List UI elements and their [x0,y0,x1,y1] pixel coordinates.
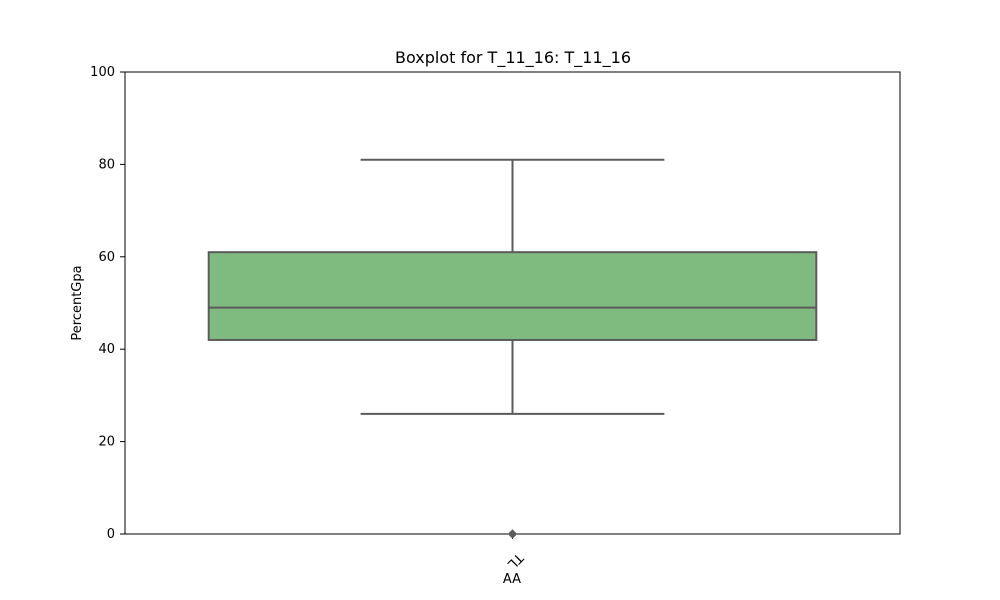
y-tick-label-5: 100 [90,65,115,80]
y-tick-label-0: 0 [107,527,115,542]
y-axis-label: PercentGpa [70,265,85,340]
x-tick-label-0: TL [504,549,527,572]
outlier-point-0-0 [507,529,518,539]
chart-title: Boxplot for T_11_16: T_11_16 [395,48,631,68]
x-axis-ticks: TL [504,534,527,572]
y-tick-label-4: 80 [98,157,115,172]
y-tick-label-2: 40 [98,342,115,357]
box-0 [207,251,818,341]
boxplots [207,158,818,539]
y-axis-ticks: 0 20 40 60 80 100 [90,65,125,542]
x-axis-label: AA [503,572,521,587]
y-tick-label-3: 60 [98,250,115,265]
y-tick-label-1: 20 [98,435,115,450]
